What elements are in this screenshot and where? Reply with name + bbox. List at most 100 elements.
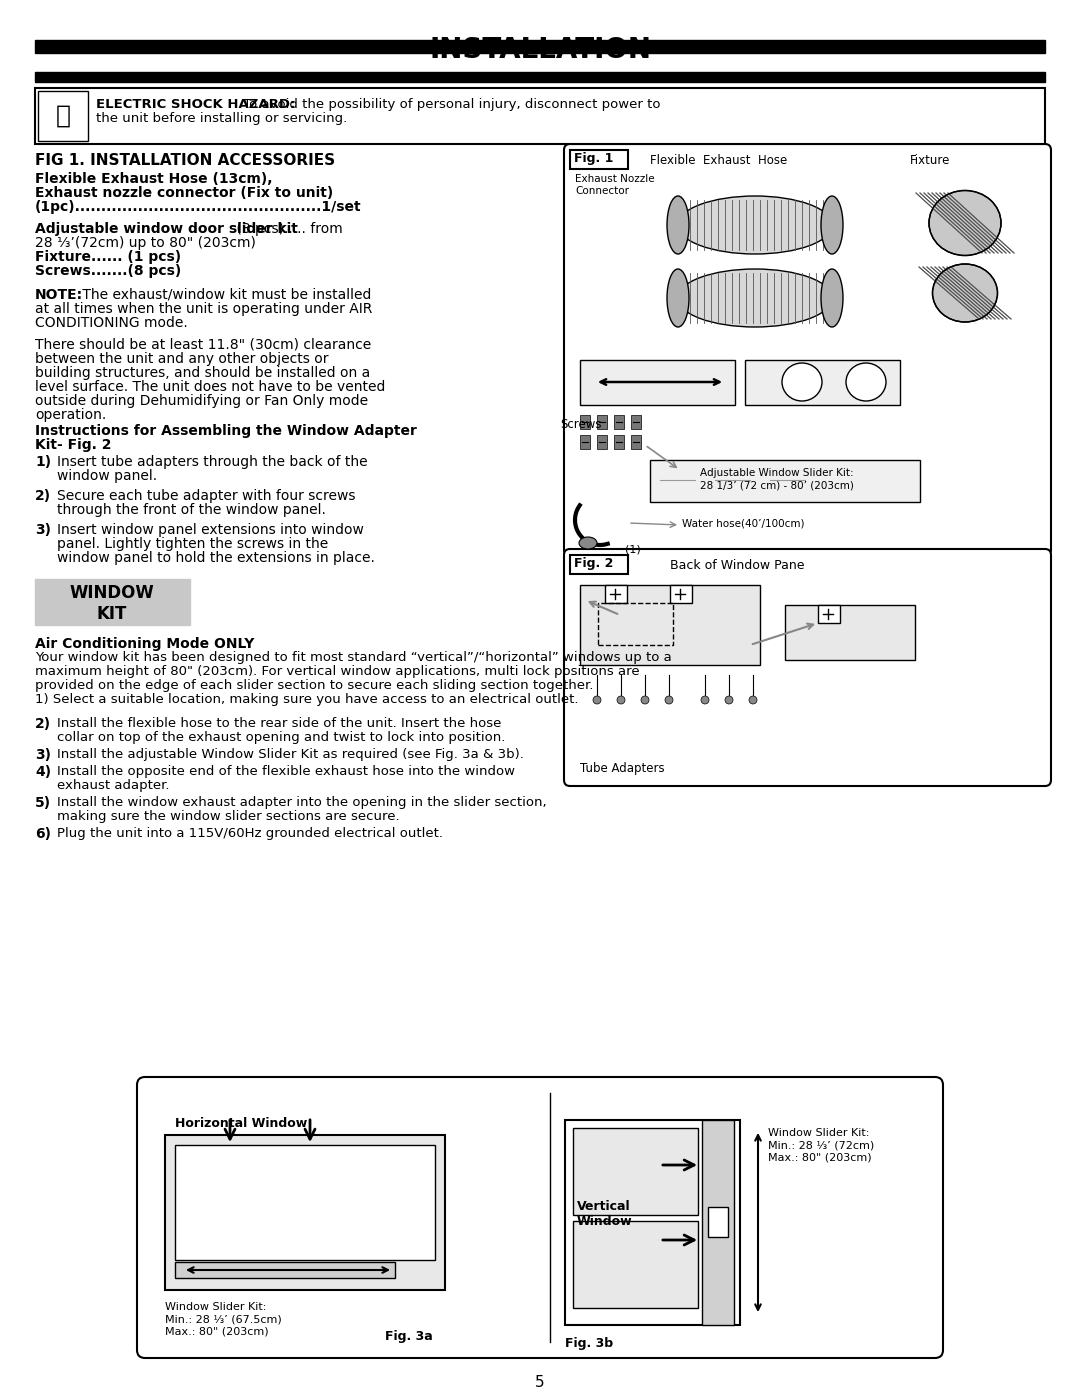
Text: Your window kit has been designed to fit most standard “vertical”/“horizontal” w: Your window kit has been designed to fit… [35,651,672,664]
Text: 28 1/3’ (72 cm) - 80’ (203cm): 28 1/3’ (72 cm) - 80’ (203cm) [700,481,854,490]
Ellipse shape [667,196,689,254]
Text: exhaust adapter.: exhaust adapter. [57,780,170,792]
Bar [570,149,627,169]
Bar [631,434,642,448]
Text: Horizontal Window: Horizontal Window [175,1118,307,1130]
Bar [570,555,627,574]
Text: 🔌: 🔌 [55,103,70,129]
Text: Secure each tube adapter with four screws: Secure each tube adapter with four screw… [57,489,355,503]
Text: Fig. 1: Fig. 1 [573,152,613,165]
Text: 1) Select a suitable location, making sure you have access to an electrical outl: 1) Select a suitable location, making su… [35,693,579,705]
Bar [785,605,915,659]
Text: Back of Window Pane: Back of Window Pane [670,559,805,571]
Bar [708,1207,728,1236]
Text: 1): 1) [35,455,51,469]
Text: 4): 4) [35,766,51,780]
Text: Vertical
Window: Vertical Window [577,1200,633,1228]
Bar [580,434,590,448]
Text: level surface. The unit does not have to be vented: level surface. The unit does not have to… [35,380,386,394]
Text: Plug the unit into a 115V/60Hz grounded electrical outlet.: Plug the unit into a 115V/60Hz grounded … [57,827,443,840]
Bar [702,1120,734,1324]
Bar [580,415,590,429]
Bar [670,585,692,604]
Bar [35,578,190,624]
Text: There should be at least 11.8" (30cm) clearance: There should be at least 11.8" (30cm) cl… [35,338,372,352]
Text: collar on top of the exhaust opening and twist to lock into position.: collar on top of the exhaust opening and… [57,731,505,745]
Ellipse shape [782,363,822,401]
Text: FIG 1. INSTALLATION ACCESSORIES: FIG 1. INSTALLATION ACCESSORIES [35,154,335,168]
Bar [818,605,840,623]
Bar [597,434,607,448]
Ellipse shape [846,363,886,401]
Text: Flexible Exhaust Hose (13cm),: Flexible Exhaust Hose (13cm), [35,172,272,186]
Text: Max.: 80" (203cm): Max.: 80" (203cm) [165,1326,269,1336]
Text: Install the adjustable Window Slider Kit as required (see Fig. 3a & 3b).: Install the adjustable Window Slider Kit… [57,747,524,761]
Text: Screws.......(8 pcs): Screws.......(8 pcs) [35,264,181,278]
Bar [35,73,1045,82]
Ellipse shape [593,696,600,704]
Text: operation.: operation. [35,408,106,422]
Text: 5: 5 [536,1375,544,1390]
Ellipse shape [642,696,649,704]
FancyBboxPatch shape [137,1077,943,1358]
Text: Min.: 28 ⅓’ (67.5cm): Min.: 28 ⅓’ (67.5cm) [165,1315,282,1324]
Text: Exhaust nozzle connector (Fix to unit): Exhaust nozzle connector (Fix to unit) [35,186,334,200]
Text: provided on the edge of each slider section to secure each sliding section toget: provided on the edge of each slider sect… [35,679,593,692]
Text: WINDOW
KIT: WINDOW KIT [69,584,154,623]
Text: Insert tube adapters through the back of the: Insert tube adapters through the back of… [57,455,367,469]
Text: window panel.: window panel. [57,469,157,483]
Text: maximum height of 80" (203cm). For vertical window applications, multi lock posi: maximum height of 80" (203cm). For verti… [35,665,639,678]
Text: Fixture: Fixture [910,154,950,168]
Text: Install the opposite end of the flexible exhaust hose into the window: Install the opposite end of the flexible… [57,766,515,778]
Ellipse shape [821,270,843,327]
Bar [615,434,624,448]
Text: 2): 2) [35,489,51,503]
Bar [565,1120,740,1324]
Bar [38,91,87,141]
Text: 5): 5) [35,796,51,810]
Ellipse shape [667,270,689,327]
Text: 3): 3) [35,522,51,536]
Bar [165,1134,445,1289]
Text: NOTE:: NOTE: [35,288,83,302]
Text: Fig. 3a: Fig. 3a [384,1330,433,1343]
Text: Install the flexible hose to the rear side of the unit. Insert the hose: Install the flexible hose to the rear si… [57,717,501,731]
Text: Window Slider Kit:: Window Slider Kit: [165,1302,267,1312]
Text: Adjustable window door slider kit: Adjustable window door slider kit [35,222,298,236]
Text: Install the window exhaust adapter into the opening in the slider section,: Install the window exhaust adapter into … [57,796,546,809]
Ellipse shape [929,190,1001,256]
Text: 6): 6) [35,827,51,841]
Text: The exhaust/window kit must be installed: The exhaust/window kit must be installed [78,288,372,302]
Bar [573,1221,698,1308]
Text: building structures, and should be installed on a: building structures, and should be insta… [35,366,370,380]
Text: INSTALLATION: INSTALLATION [429,36,651,64]
Bar [175,1261,395,1278]
Text: making sure the window slider sections are secure.: making sure the window slider sections a… [57,810,400,823]
FancyBboxPatch shape [564,549,1051,787]
Ellipse shape [701,696,708,704]
Ellipse shape [725,696,733,704]
Bar [598,604,673,645]
Text: Water hose(40’/100cm): Water hose(40’/100cm) [681,520,805,529]
Text: 3): 3) [35,747,51,761]
Text: outside during Dehumidifying or Fan Only mode: outside during Dehumidifying or Fan Only… [35,394,368,408]
Text: 2): 2) [35,717,51,731]
Text: Instructions for Assembling the Window Adapter: Instructions for Assembling the Window A… [35,425,417,439]
Ellipse shape [617,696,625,704]
Text: through the front of the window panel.: through the front of the window panel. [57,503,326,517]
Text: Insert window panel extensions into window: Insert window panel extensions into wind… [57,522,364,536]
Ellipse shape [677,196,833,254]
Text: Window Slider Kit:: Window Slider Kit: [768,1127,869,1139]
Bar [615,415,624,429]
Bar [745,360,900,405]
Text: To avoid the possibility of personal injury, disconnect power to: To avoid the possibility of personal inj… [239,98,661,110]
Text: (3 pcs)..... from: (3 pcs)..... from [232,222,342,236]
Text: (1pc)...............................................1/set: (1pc)...................................… [35,200,362,214]
Text: Air Conditioning Mode ONLY: Air Conditioning Mode ONLY [35,637,255,651]
Text: 28 ⅓’(72cm) up to 80" (203cm): 28 ⅓’(72cm) up to 80" (203cm) [35,236,256,250]
Bar [597,415,607,429]
Text: Screws: Screws [561,418,602,432]
Text: Fig. 2: Fig. 2 [573,557,613,570]
Text: Fig. 3b: Fig. 3b [565,1337,613,1350]
Ellipse shape [677,270,833,327]
